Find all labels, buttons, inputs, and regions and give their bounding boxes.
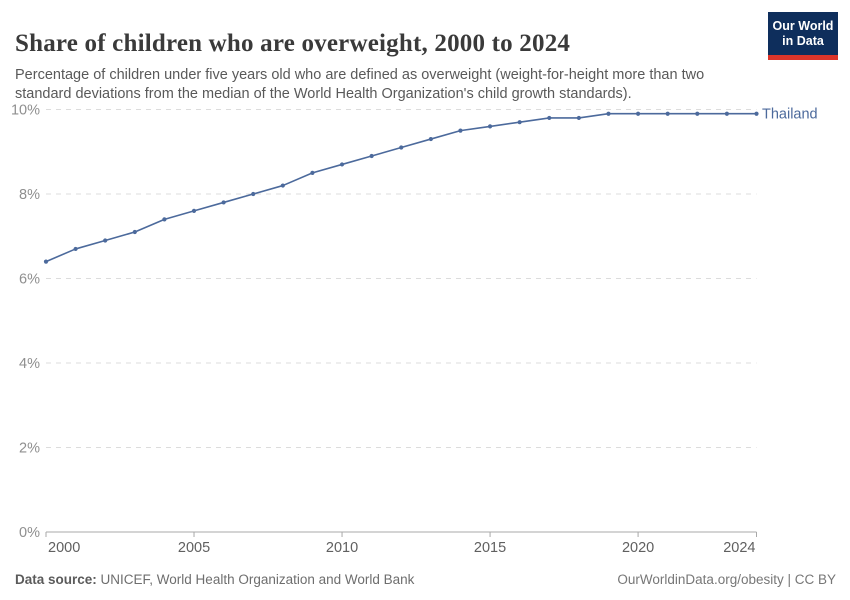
data-source-label: Data source:	[15, 572, 97, 587]
data-point[interactable]	[280, 183, 285, 188]
data-line[interactable]	[45, 112, 758, 263]
data-point[interactable]	[635, 111, 641, 116]
y-tick-label: 6%	[19, 272, 40, 288]
data-point[interactable]	[458, 128, 463, 133]
x-tick-label: 2005	[178, 540, 210, 556]
license-link[interactable]: OurWorldinData.org/obesity | CC BY	[617, 572, 836, 587]
data-point[interactable]	[576, 115, 581, 121]
y-tick-label: 8%	[19, 187, 40, 203]
x-tick-label: 2010	[326, 540, 358, 556]
x-tick-label: 2024	[723, 540, 755, 556]
data-point[interactable]	[339, 162, 345, 167]
series-label[interactable]: Thailand	[762, 107, 818, 123]
data-point[interactable]	[606, 111, 611, 116]
data-point[interactable]	[547, 115, 552, 121]
data-point[interactable]	[251, 191, 256, 197]
data-point[interactable]	[162, 217, 167, 222]
data-point[interactable]	[695, 111, 700, 116]
y-tick-label: 4%	[19, 356, 40, 372]
x-tick-label: 2000	[48, 540, 80, 556]
data-point[interactable]	[399, 145, 404, 150]
data-source-note: Data source: UNICEF, World Health Organi…	[15, 572, 414, 587]
data-points[interactable]	[43, 111, 759, 264]
data-point[interactable]	[369, 153, 374, 159]
page-title: Share of children who are overweight, 20…	[15, 29, 571, 57]
data-source-value: UNICEF, World Health Organization and Wo…	[100, 572, 415, 587]
owid-logo-line1: Our World	[772, 19, 834, 33]
data-point[interactable]	[754, 111, 759, 116]
y-tick-label: 2%	[19, 441, 40, 457]
owid-logo[interactable]: Our World in Data	[768, 12, 838, 60]
data-point[interactable]	[428, 136, 433, 142]
x-tick-label: 2015	[474, 540, 506, 556]
data-point[interactable]	[221, 200, 226, 205]
y-tick-label: 0%	[19, 525, 40, 541]
chart-subtitle: Percentage of children under five years …	[15, 66, 705, 103]
data-point[interactable]	[487, 124, 493, 129]
x-axis: 2000 2005 2010 2015 2020 2024	[45, 531, 757, 556]
x-tick-label: 2020	[622, 540, 654, 556]
data-point[interactable]	[517, 120, 522, 125]
data-point[interactable]	[73, 246, 78, 252]
data-point[interactable]	[103, 238, 108, 243]
owid-logo-accent-bar	[768, 54, 838, 60]
data-point[interactable]	[43, 259, 49, 264]
y-gridlines	[46, 109, 757, 448]
data-point[interactable]	[310, 170, 315, 175]
data-point[interactable]	[132, 229, 137, 235]
data-point[interactable]	[665, 111, 670, 116]
owid-logo-line2: in Data	[782, 33, 824, 48]
y-axis-labels: 0% 2% 4% 6% 8% 10%	[11, 103, 40, 542]
data-point[interactable]	[724, 111, 729, 116]
data-point[interactable]	[191, 208, 197, 213]
y-tick-label: 10%	[11, 103, 40, 119]
chart-footer: Data source: UNICEF, World Health Organi…	[15, 572, 836, 587]
